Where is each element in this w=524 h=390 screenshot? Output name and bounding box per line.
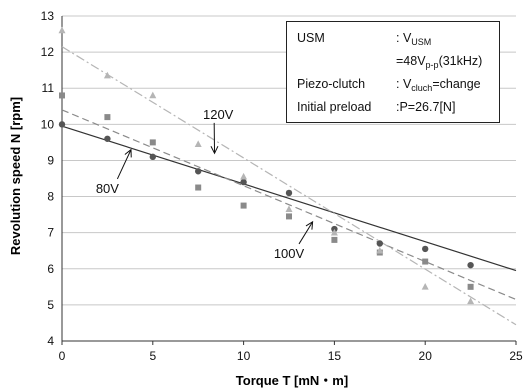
point-120v-0	[58, 26, 66, 34]
point-100v-8	[422, 258, 429, 265]
annotation-arrowhead-120v	[210, 145, 219, 155]
point-120v-8	[421, 283, 429, 290]
point-100v-3	[195, 184, 202, 191]
annotation-label-120v: 120V	[203, 107, 234, 122]
info-value-preload: :P=26.7[N]	[396, 100, 456, 114]
point-100v-5	[286, 213, 292, 220]
point-100v-1	[104, 114, 111, 121]
point-120v-6	[330, 228, 338, 236]
fit-line-100v	[61, 109, 517, 301]
annotation-arrow-80v	[116, 149, 132, 180]
info-box: USM : VUSM =48Vp-p(31kHz) Piezo-clutch :…	[286, 21, 500, 123]
point-120v-7	[376, 246, 384, 254]
x-tick-label-10: 10	[237, 349, 251, 363]
point-80v-9	[467, 261, 474, 269]
point-100v-2	[149, 139, 156, 146]
grid	[62, 15, 516, 306]
info-key-usm: USM	[297, 31, 325, 45]
info-key-piezo-clutch: Piezo-clutch	[297, 77, 366, 91]
point-80v-3	[195, 168, 202, 175]
point-80v-2	[149, 153, 156, 161]
y-tick-label-9: 9	[47, 153, 54, 167]
annotation-arrowhead-80v	[124, 148, 132, 158]
info-key-preload: Initial preload	[297, 100, 372, 114]
x-tick-label-5: 5	[149, 349, 156, 363]
point-120v-1	[103, 71, 111, 79]
x-tick-label-15: 15	[328, 349, 342, 363]
fit-lines	[61, 46, 517, 326]
point-80v-5	[285, 189, 293, 197]
x-axis-label: Torque T [mN・m]	[236, 373, 348, 388]
y-axis-label: Revolution speed N [rpm]	[8, 97, 23, 255]
point-120v-3	[194, 140, 202, 147]
annotations: 120V 80V 100V	[96, 107, 314, 261]
annotation-arrow-100v	[298, 221, 314, 245]
fit-line-120v	[61, 46, 517, 326]
point-100v-6	[331, 236, 338, 243]
point-120v-9	[467, 297, 475, 305]
annotation-arrowhead-100v	[305, 220, 314, 230]
info-value-piezo-clutch: : Vcluch=change	[396, 77, 481, 93]
y-tick-label-13: 13	[41, 9, 55, 23]
point-80v-1	[104, 135, 111, 142]
x-tick-label-20: 20	[419, 349, 433, 363]
point-120v-4	[240, 172, 248, 180]
point-80v-7	[376, 240, 383, 247]
y-tick-label-5: 5	[47, 298, 54, 312]
point-80v-0	[58, 121, 66, 128]
y-tick-label-4: 4	[47, 334, 54, 348]
x-tick-label-25: 25	[509, 349, 523, 363]
point-100v-4	[240, 202, 247, 209]
point-80v-4	[240, 178, 247, 186]
info-value-voltage: =48Vp-p(31kHz)	[396, 54, 483, 70]
y-tick-label-11: 11	[42, 81, 55, 95]
info-value-usm: : VUSM	[396, 31, 432, 47]
x-tick-label-0: 0	[59, 349, 66, 363]
point-80v-8	[422, 245, 429, 253]
y-tick-label-6: 6	[47, 262, 54, 276]
y-tick-label-7: 7	[47, 226, 54, 240]
y-tick-label-12: 12	[41, 45, 55, 59]
y-tick-label-10: 10	[41, 117, 55, 131]
point-120v-5	[285, 205, 293, 212]
point-100v-0	[59, 92, 65, 99]
point-120v-2	[149, 91, 157, 99]
point-100v-9	[467, 283, 474, 290]
annotation-label-100v: 100V	[274, 246, 305, 261]
annotation-label-80v: 80V	[96, 181, 119, 196]
y-tick-label-8: 8	[47, 190, 54, 204]
axes: 4 5 6 7 8 9 10 11 12 13 0 5 10 15 20 25	[41, 9, 523, 363]
fit-line-80v	[61, 125, 517, 272]
data-points	[58, 26, 475, 305]
